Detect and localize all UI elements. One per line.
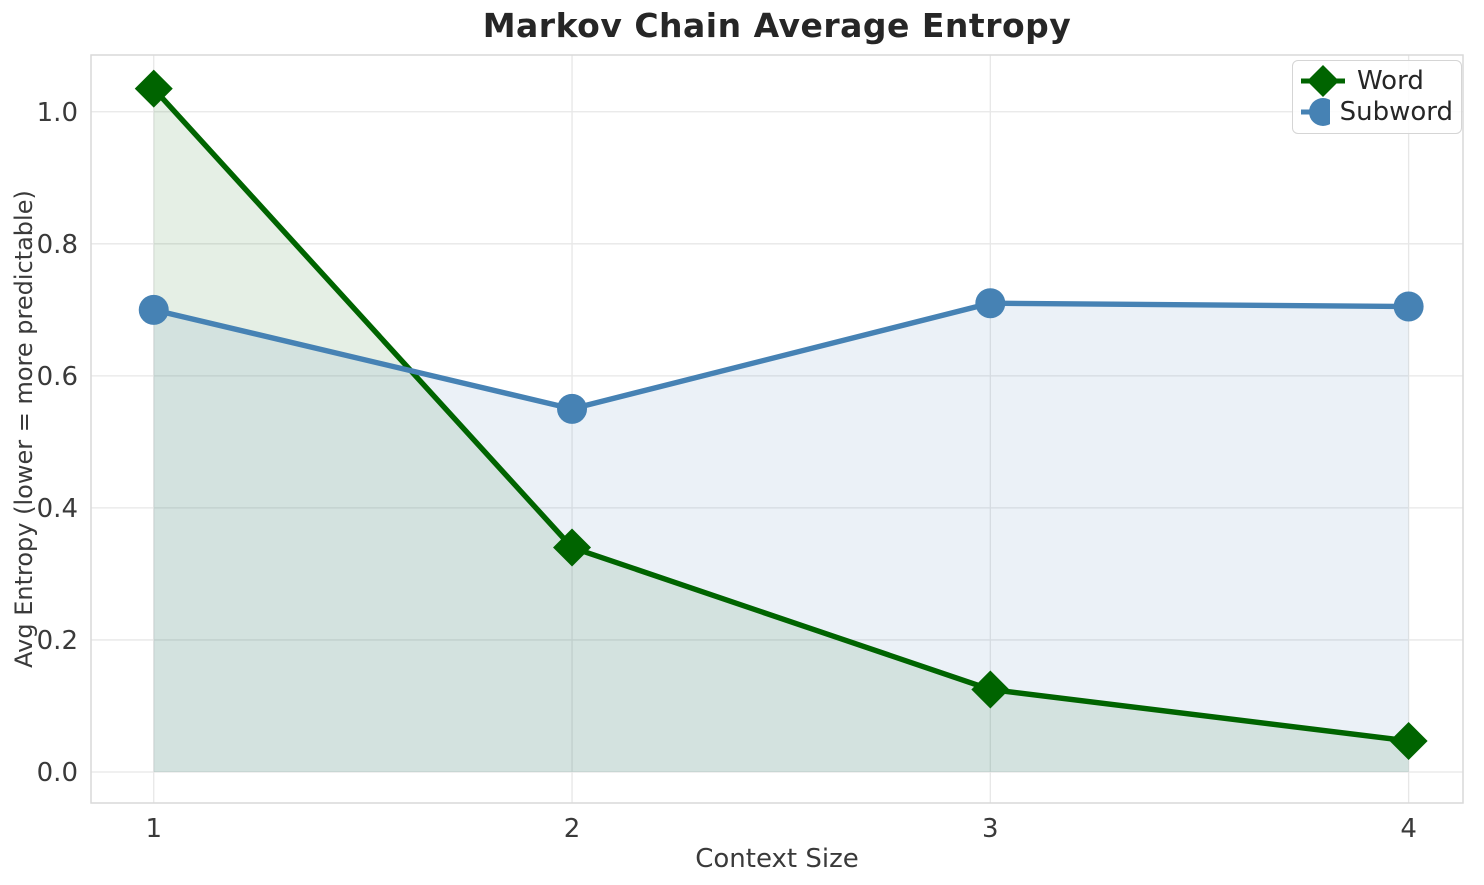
legend-item-word: Word xyxy=(1299,64,1453,97)
marker-word-3 xyxy=(971,670,1010,709)
legend-label-subword: Subword xyxy=(1339,96,1453,127)
plot-border xyxy=(90,54,1464,804)
line-subword xyxy=(153,300,1409,412)
x-tick-label: 3 xyxy=(982,814,999,844)
y-tick-label: 0.8 xyxy=(37,230,78,260)
marker-word-1 xyxy=(134,69,173,108)
chart-title: Markov Chain Average Entropy xyxy=(482,6,1072,45)
legend-label-word: Word xyxy=(1357,65,1424,96)
marker-subword-3 xyxy=(975,288,1006,319)
x-axis-label: Context Size xyxy=(695,844,859,874)
y-tick-label: 0.6 xyxy=(37,362,78,392)
x-tick-label: 2 xyxy=(564,814,581,844)
y-tick-label: 0.0 xyxy=(37,758,78,788)
area-fill-subword xyxy=(153,303,1409,772)
line-word xyxy=(151,86,1409,744)
x-tick-label: 1 xyxy=(145,814,162,844)
y-tick-label: 0.4 xyxy=(37,494,78,524)
circle-glyph xyxy=(1309,97,1330,126)
legend-item-subword: Subword xyxy=(1299,96,1453,127)
marker-subword-4 xyxy=(1393,291,1424,322)
diamond-glyph xyxy=(1307,64,1339,97)
marker-subword-2 xyxy=(557,393,588,424)
y-axis-label: Avg Entropy (lower = more predictable) xyxy=(10,190,38,668)
x-tick-label: 4 xyxy=(1400,814,1417,844)
y-tick-label: 1.0 xyxy=(37,98,78,128)
subword-circle-marker-icon xyxy=(1301,97,1330,126)
marker-word-2 xyxy=(553,528,592,567)
marker-word-4 xyxy=(1389,721,1428,760)
y-tick-label: 0.2 xyxy=(37,626,78,656)
area-fill-word xyxy=(153,88,1409,772)
word-diamond-marker-icon xyxy=(1301,64,1345,97)
marker-subword-1 xyxy=(138,294,169,325)
legend: Word Subword xyxy=(1292,60,1462,134)
